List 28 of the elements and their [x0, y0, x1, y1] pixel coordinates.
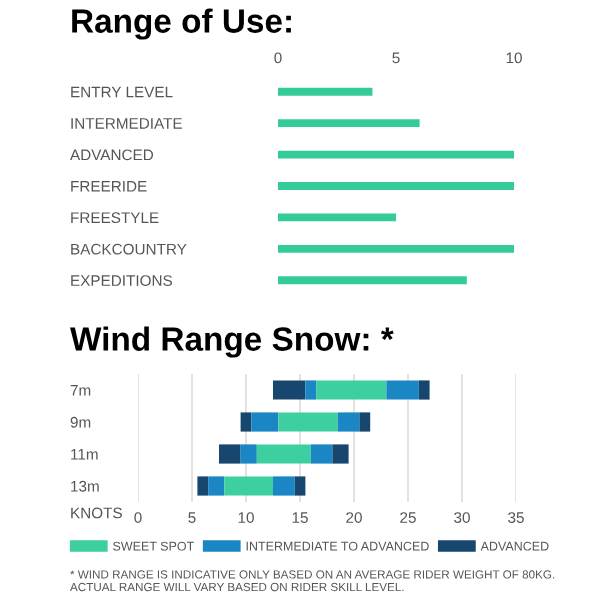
bar	[240, 444, 257, 464]
bar	[310, 444, 333, 464]
bar	[278, 244, 514, 253]
bar	[359, 412, 371, 432]
bar	[337, 412, 360, 432]
bar	[305, 380, 317, 400]
bar	[278, 150, 514, 159]
bar	[251, 412, 279, 432]
chart-title: Wind Range Snow: *	[70, 326, 394, 358]
bar	[278, 412, 338, 432]
bar	[256, 444, 311, 464]
chart-title: Range of Use:	[72, 8, 291, 40]
bar	[418, 380, 430, 400]
bar	[278, 87, 373, 96]
bar	[316, 380, 387, 400]
bar	[273, 476, 295, 496]
bar	[294, 476, 306, 496]
bar	[386, 380, 419, 400]
bar	[197, 476, 209, 496]
bar	[332, 444, 349, 464]
bar	[240, 412, 252, 432]
bar	[278, 119, 420, 128]
bar	[273, 380, 306, 400]
bar	[278, 276, 467, 285]
bar	[278, 182, 514, 190]
bar	[224, 476, 273, 496]
bar	[208, 476, 225, 496]
bar	[219, 444, 241, 464]
